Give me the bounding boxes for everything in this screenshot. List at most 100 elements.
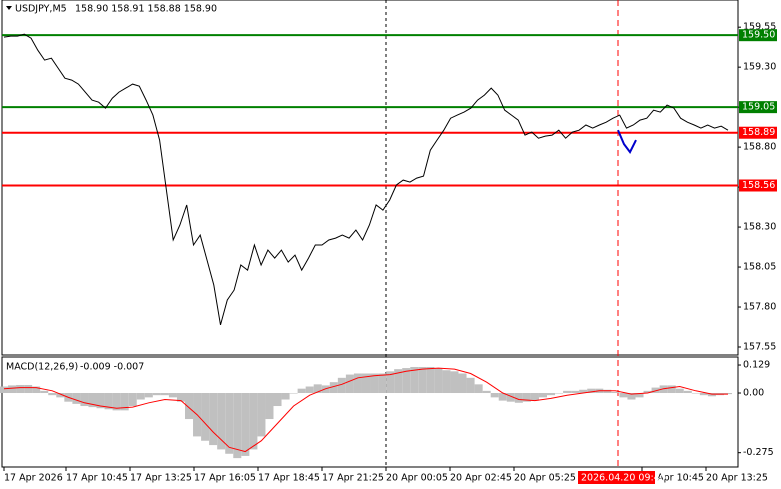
histogram-bar — [587, 388, 596, 394]
histogram-bar — [249, 393, 258, 450]
histogram-bar — [48, 393, 57, 396]
histogram-bar — [273, 393, 282, 407]
plot-layer: 159.55159.30159.05158.80158.55158.30158.… — [0, 22, 777, 484]
signal-line — [3, 367, 728, 453]
x-tick-label: 17 Apr 10:45 — [66, 473, 128, 484]
histogram-bar — [88, 393, 97, 408]
histogram-bar — [257, 393, 266, 437]
histogram-bar — [442, 370, 451, 394]
histogram-bar — [394, 369, 403, 394]
symbol-title: USDJPY,M5 — [15, 4, 67, 15]
macd-pane — [1, 356, 739, 468]
macd-values: -0.009 -0.007 — [80, 362, 144, 373]
histogram-bar — [128, 393, 137, 407]
x-tick-label: 17 Apr 21:25 — [322, 473, 384, 484]
x-tick-label: 20 Apr 00:05 — [386, 473, 448, 484]
histogram-bar — [24, 384, 33, 394]
histogram-bar — [329, 382, 338, 394]
histogram-bar — [265, 393, 274, 420]
price-pane — [1, 0, 739, 356]
histogram-bar — [201, 393, 210, 441]
histogram-bar — [675, 388, 684, 394]
histogram-bar — [603, 389, 612, 394]
histogram-bar — [723, 393, 733, 395]
histogram-bar — [144, 393, 153, 398]
histogram-bar — [120, 393, 129, 411]
histogram-bar — [281, 393, 290, 400]
histogram-bar — [643, 390, 652, 394]
y-tick-label: 158.30 — [743, 222, 776, 233]
macd-title: MACD(12,26,9) — [6, 362, 78, 373]
histogram-bar — [233, 393, 242, 459]
histogram-bar — [104, 393, 113, 410]
histogram-bar — [699, 393, 708, 396]
price-line — [3, 33, 729, 326]
x-tick-label: 17 Apr 16:05 — [194, 473, 256, 484]
x-tick-label: 20 Apr 05:25 — [514, 473, 576, 484]
histogram-bar — [667, 385, 676, 394]
histogram-bar — [56, 393, 65, 398]
level-label: 158.56 — [742, 180, 775, 191]
x-tick-label: 20 Apr 13:25 — [706, 473, 768, 484]
level-label-box — [739, 126, 777, 139]
histogram-bar — [40, 390, 49, 394]
histogram-bar — [522, 393, 531, 402]
histogram-bar — [683, 390, 692, 394]
level-label-box — [739, 29, 777, 42]
histogram-bar — [225, 393, 234, 454]
histogram-bar — [563, 390, 572, 394]
histogram-bar — [466, 377, 475, 394]
histogram-bar — [619, 393, 628, 398]
histogram-bar — [434, 368, 443, 394]
histogram-bar — [80, 393, 89, 407]
x-tick-label: 17 Apr 18:45 — [258, 473, 320, 484]
histogram-bar — [458, 373, 467, 394]
histogram-bar — [691, 393, 700, 394]
histogram-bar — [297, 388, 306, 394]
histogram-bar — [168, 393, 177, 398]
quote: 158.90 158.91 158.88 158.90 — [75, 4, 217, 15]
histogram-bar — [112, 393, 121, 411]
histogram-bar — [555, 393, 564, 394]
histogram-bar — [209, 393, 218, 446]
histogram-bar — [96, 393, 105, 409]
histogram-bar — [402, 368, 411, 394]
cursor-label: 2026.04.20 09:40 — [581, 473, 666, 484]
y-tick-label: -0.275 — [743, 447, 774, 458]
histogram-bar — [482, 390, 491, 394]
menu-arrow — [6, 6, 12, 10]
level-label-box — [739, 101, 777, 114]
histogram-bar — [185, 393, 194, 420]
histogram-bar — [8, 385, 17, 394]
histogram-bar — [418, 366, 427, 394]
x-tick-label: 20 Apr 10:45 — [642, 473, 704, 484]
histogram-bar — [337, 377, 346, 394]
histogram-bar — [707, 393, 716, 397]
y-tick-label: 0.00 — [743, 388, 764, 399]
x-tick-label: 20 Apr 02:45 — [450, 473, 512, 484]
histogram-bar — [611, 391, 620, 394]
histogram-bar — [345, 374, 354, 394]
y-tick-label: 159.55 — [743, 22, 776, 33]
histogram-bar — [635, 393, 644, 398]
histogram-bar — [579, 389, 588, 394]
histogram-bar — [410, 366, 419, 394]
histogram-bar — [313, 384, 322, 394]
histogram-bar — [547, 393, 556, 396]
level-label: 158.89 — [742, 127, 775, 138]
histogram-bar — [426, 366, 435, 394]
y-tick-label: 157.80 — [743, 302, 776, 313]
histogram-bar — [498, 393, 507, 401]
histogram-bar — [474, 384, 483, 394]
histogram-bar — [361, 373, 371, 394]
histogram-bar — [160, 393, 169, 396]
histogram-bar — [450, 371, 459, 394]
histogram-bar — [16, 384, 25, 394]
histogram-bar — [152, 393, 161, 396]
y-tick-label: 158.05 — [743, 262, 776, 273]
histogram-bar — [32, 386, 41, 394]
histogram-bar — [370, 373, 379, 394]
histogram-bar — [136, 393, 145, 400]
